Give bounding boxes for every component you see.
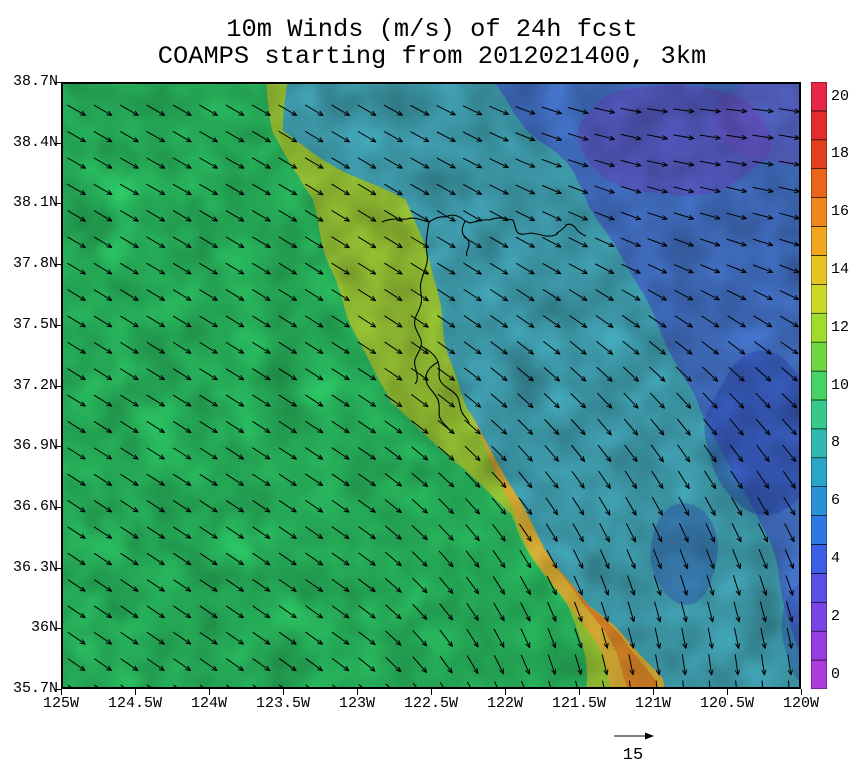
svg-text:15: 15 [623, 746, 643, 763]
